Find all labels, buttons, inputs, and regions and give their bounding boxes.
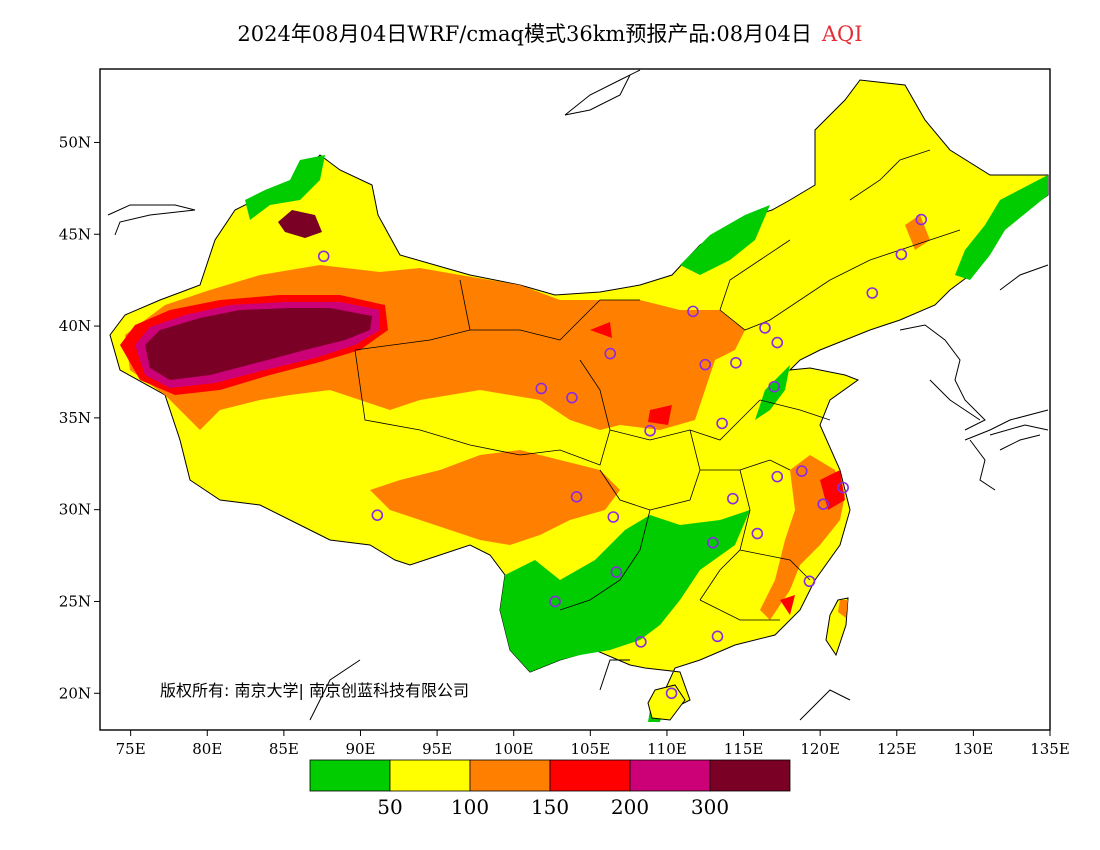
y-tick-label: 40N [59,317,91,335]
station-marker [837,481,849,494]
aqi-green-south [500,510,750,672]
aqi-legend: 50 100 150 200 300 [309,759,791,819]
station-marker [607,511,620,523]
x-tick-label: 85E [269,740,299,758]
station-marker [795,465,808,477]
y-tick-label: 20N [59,684,91,702]
station-marker [771,470,784,483]
y-tick-label: 25N [59,592,91,610]
station-marker [610,566,623,578]
station-marker [771,336,784,349]
aqi-green-east [755,365,790,420]
x-tick-label: 95E [422,740,452,758]
station-marker [915,213,928,226]
aqi-red-patch-4 [780,595,795,615]
station-marker [727,492,739,505]
y-tick-label: 35N [59,409,91,427]
x-tick-label: 115E [724,740,764,758]
map-frame [99,68,1051,731]
x-tick-label: 80E [192,740,222,758]
aqi-green-northeast [955,175,1048,280]
aqi-orange-northeast-patch [905,215,930,250]
station-marker [317,250,330,263]
y-tick-label: 45N [59,225,91,243]
station-marker [716,417,728,430]
legend-swatch [709,759,791,792]
station-marker [759,322,771,334]
legend-swatch [629,759,711,792]
aqi-green-west [245,155,325,220]
x-tick-label: 135E [1030,740,1070,758]
station-marker [570,491,583,503]
x-tick-label: 120E [800,740,840,758]
province-boundaries [354,149,961,621]
x-tick-label: 100E [494,740,534,758]
station-marker [687,305,699,318]
y-tick-label: 30N [59,501,91,519]
aqi-red-patch-1 [590,322,612,338]
station-marker [371,509,384,521]
legend-threshold-label: 200 [611,795,649,819]
station-marker [665,687,678,700]
legend-threshold-label: 150 [531,795,569,819]
station-marker [751,527,764,540]
station-marker [535,382,548,395]
station-markers [317,213,928,700]
title-main: 2024年08月04日WRF/cmaq模式36km预报产品:08月04日 [237,22,812,46]
station-marker [817,498,830,510]
legend-threshold-label: 100 [451,795,489,819]
aqi-maroon-tarim [145,308,372,380]
x-tick-label: 130E [954,740,994,758]
station-marker [549,595,561,608]
legend-swatch [389,759,471,792]
aqi-red-patch-2 [648,405,672,425]
legend-swatch [549,759,631,792]
aqi-green-north [680,205,770,275]
legend-threshold-label: 300 [691,795,729,819]
y-axis: 20N 25N 30N 35N 40N 45N 50N [59,133,100,702]
station-marker [644,424,656,437]
x-tick-label: 105E [571,740,611,758]
station-marker [707,536,719,549]
x-tick-label: 90E [345,740,375,758]
legend-threshold-label: 50 [377,795,402,819]
station-marker [803,575,816,588]
aqi-maroon-dzungaria [278,210,322,238]
station-marker [730,356,742,369]
title-variable: AQI [821,22,863,46]
x-tick-label: 75E [116,740,146,758]
map-title: 2024年08月04日WRF/cmaq模式36km预报产品:08月04日 AQI [0,18,1100,48]
station-marker [566,391,578,404]
aqi-orange-southeast [760,455,845,620]
x-tick-label: 110E [647,740,687,758]
neighbour-coastlines [107,69,1049,721]
map-area [107,69,1049,722]
station-marker [895,248,908,261]
station-marker [699,358,712,371]
y-tick-label: 50N [59,133,91,151]
x-axis: 75E 80E 85E 90E 95E 100E 105E 110E 115E 120E 125E 1… [116,730,1070,758]
station-marker [635,636,647,648]
station-marker [768,380,780,393]
copyright-credit: 版权所有: 南京大学| 南京创蓝科技有限公司 [160,681,469,700]
station-marker [711,630,724,643]
taiwan-orange [838,600,848,618]
x-tick-label: 125E [877,740,917,758]
station-marker [604,347,617,360]
legend-swatch [309,759,391,792]
station-marker [866,287,879,299]
aqi-orange-sichuan [370,450,620,545]
legend-swatch [469,759,551,792]
